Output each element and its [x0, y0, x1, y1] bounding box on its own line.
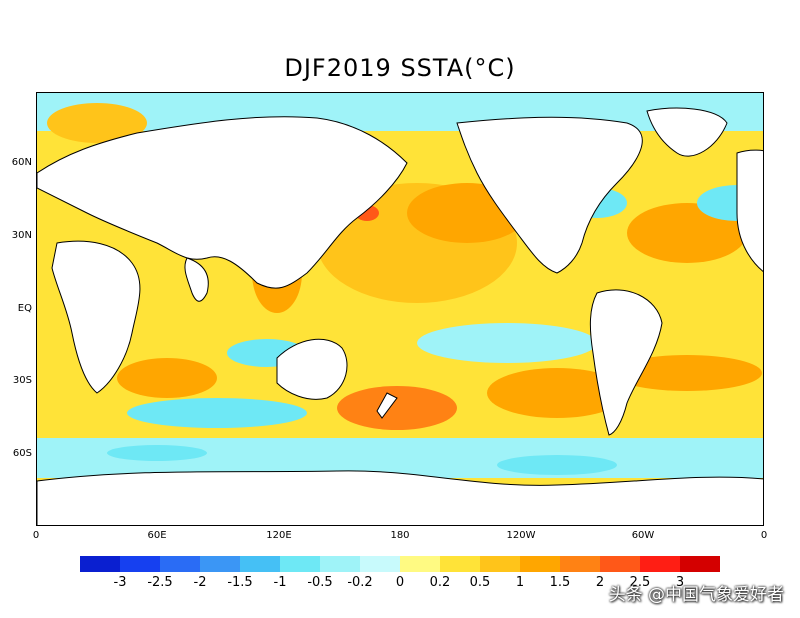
colorbar-tick-label: 1 [515, 575, 525, 590]
colorbar-tick-label: 0.2 [429, 575, 451, 590]
lon-label-60w: 60W [631, 530, 655, 541]
eurasia [37, 116, 408, 289]
colorbar-tick-label: 2.5 [629, 575, 651, 590]
map-frame [36, 92, 764, 526]
lon-label-60e: 60E [147, 530, 167, 541]
north-america [456, 116, 643, 274]
colorbar-swatch [520, 556, 560, 572]
colorbar-swatch [120, 556, 160, 572]
colorbar-swatch [440, 556, 480, 572]
antarctica [37, 470, 763, 525]
colorbar-swatch [360, 556, 400, 572]
colorbar-tick-label: -0.2 [347, 575, 373, 590]
lat-label-60n: 60N [11, 157, 32, 168]
colorbar-swatch [320, 556, 360, 572]
europe-africa-east-edge [736, 149, 763, 272]
chart-title: DJF2019 SSTA(°C) [284, 54, 516, 82]
colorbar-tick-label: -2 [193, 575, 207, 590]
colorbar-tick-label: 2 [595, 575, 605, 590]
colorbar-tick-label: -0.5 [307, 575, 333, 590]
colorbar-swatch [680, 556, 720, 572]
colorbar-tick-label: -2.5 [147, 575, 173, 590]
colorbar-swatch [280, 556, 320, 572]
colorbar-swatch [640, 556, 680, 572]
watermark: 头条 @中国气象爱好者 [608, 585, 784, 605]
lon-label-0-left: 0 [32, 530, 40, 541]
colorbar-swatch [600, 556, 640, 572]
ssta-map [37, 93, 763, 525]
lon-label-180: 180 [390, 530, 410, 541]
lat-label-60s: 60S [12, 448, 32, 459]
lat-label-30s: 30S [12, 375, 32, 386]
lat-label-30n: 30N [11, 230, 32, 241]
colorbar [80, 556, 720, 572]
colorbar-tick-label: 0 [395, 575, 405, 590]
lon-label-0-right: 0 [760, 530, 768, 541]
lon-label-120w: 120W [506, 530, 536, 541]
land-masses [37, 107, 763, 525]
colorbar-tick-label: -1.5 [227, 575, 253, 590]
colorbar-swatch [240, 556, 280, 572]
greenland [646, 107, 728, 157]
colorbar-swatch [200, 556, 240, 572]
colorbar-swatch [80, 556, 120, 572]
lon-label-120e: 120E [266, 530, 292, 541]
south-america [589, 289, 663, 436]
colorbar-tick-label: 1.5 [549, 575, 571, 590]
colorbar-swatch [560, 556, 600, 572]
lat-label-eq: EQ [17, 303, 32, 314]
colorbar-swatch [400, 556, 440, 572]
colorbar-swatch [480, 556, 520, 572]
new-zealand [376, 392, 398, 419]
colorbar-tick-label: -3 [113, 575, 127, 590]
colorbar-tick-label: 3 [675, 575, 685, 590]
australia [276, 338, 348, 400]
india [184, 257, 209, 302]
colorbar-tick-label: 0.5 [469, 575, 491, 590]
colorbar-tick-label: -1 [273, 575, 287, 590]
colorbar-swatch [160, 556, 200, 572]
africa [51, 240, 141, 394]
